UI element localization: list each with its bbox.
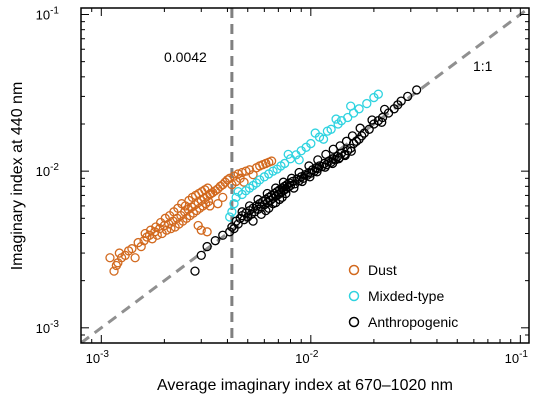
data-point	[377, 117, 387, 127]
data-point	[239, 177, 249, 187]
tick-labels: 10-3 10-2 10-1 10-3 10-2 10-1	[36, 5, 529, 366]
data-point	[328, 144, 338, 154]
data-point	[229, 199, 239, 209]
data-point	[343, 112, 353, 123]
x-tick-label: 10-2	[295, 349, 319, 366]
data-point	[318, 134, 329, 144]
data-point	[248, 216, 258, 226]
data-point	[142, 232, 152, 242]
data-point	[305, 172, 315, 182]
data-point	[196, 250, 206, 261]
data-point	[262, 188, 272, 199]
legend-label: Mixded-type	[368, 288, 444, 304]
data-point	[354, 104, 364, 114]
data-point	[218, 192, 228, 203]
data-point	[225, 212, 235, 222]
data-point	[304, 161, 314, 171]
x-tick-label: 10-3	[86, 349, 110, 366]
data-point	[114, 248, 125, 258]
data-point	[327, 158, 338, 169]
data-point	[379, 104, 390, 115]
data-point	[297, 176, 307, 187]
data-point	[321, 149, 331, 160]
data-point	[237, 207, 247, 217]
legend-marker	[348, 264, 360, 276]
data-point	[202, 241, 212, 252]
data-point	[289, 183, 299, 193]
data-point	[306, 138, 316, 149]
data-point	[266, 156, 277, 166]
data-point	[271, 183, 281, 193]
data-point	[331, 114, 341, 124]
data-point	[310, 128, 320, 138]
y-tick-label: 10-3	[36, 319, 60, 336]
data-points	[105, 85, 422, 276]
y-axis-title: Imaginary index at 440 nm	[9, 82, 26, 271]
data-point	[130, 253, 140, 263]
y-tick-label: 10-1	[36, 5, 60, 22]
legend: Dust Mixded-type Anthropogenic	[348, 262, 458, 330]
data-point	[283, 149, 293, 160]
data-point	[202, 227, 212, 237]
data-point	[196, 225, 206, 235]
data-point	[105, 253, 115, 263]
data-point	[412, 85, 422, 95]
data-point	[190, 266, 200, 276]
data-point	[312, 167, 322, 177]
legend-label: Anthropogenic	[368, 314, 458, 330]
legend-label: Dust	[368, 262, 397, 278]
data-point	[251, 178, 262, 188]
data-point	[340, 150, 350, 161]
data-point	[264, 203, 274, 213]
data-point	[294, 167, 304, 178]
data-point	[362, 98, 372, 109]
data-point	[278, 177, 289, 187]
data-point	[255, 175, 265, 185]
data-point	[127, 244, 137, 254]
x-tick-label: 10-1	[505, 349, 529, 366]
data-point	[367, 115, 377, 125]
data-point	[346, 146, 356, 156]
data-point	[279, 158, 290, 169]
data-point	[145, 225, 156, 235]
data-point	[155, 223, 165, 234]
legend-marker	[348, 316, 360, 328]
axes	[80, 7, 530, 344]
data-point	[364, 124, 374, 134]
one-to-one-label: 1:1	[473, 58, 493, 74]
data-point	[343, 146, 353, 156]
data-point	[161, 225, 172, 235]
data-point	[227, 207, 237, 217]
data-point	[244, 201, 255, 211]
data-point	[346, 101, 356, 111]
data-point	[210, 236, 220, 246]
data-point	[320, 162, 330, 172]
data-point	[193, 220, 203, 231]
data-point	[347, 131, 358, 141]
x-axis-title: Average imaginary index at 670–1020 nm	[157, 377, 453, 394]
data-point	[403, 91, 413, 102]
plot-frame	[80, 7, 530, 344]
vertical-line-label: 0.0042	[164, 49, 207, 65]
data-point	[253, 194, 263, 205]
data-point	[286, 173, 297, 183]
data-point	[109, 266, 119, 276]
data-point	[341, 136, 352, 146]
data-point	[313, 155, 323, 165]
data-point	[256, 209, 266, 219]
data-point	[271, 197, 281, 208]
data-point	[218, 180, 228, 190]
data-point	[213, 199, 223, 209]
data-point	[396, 96, 406, 106]
data-point	[294, 155, 304, 165]
y-tick-label: 10-2	[36, 162, 60, 179]
data-point	[355, 123, 365, 133]
data-point	[277, 192, 287, 203]
data-point	[326, 124, 336, 134]
data-point	[233, 219, 243, 229]
legend-marker	[348, 290, 360, 302]
data-point	[136, 241, 146, 252]
data-point	[373, 89, 383, 99]
